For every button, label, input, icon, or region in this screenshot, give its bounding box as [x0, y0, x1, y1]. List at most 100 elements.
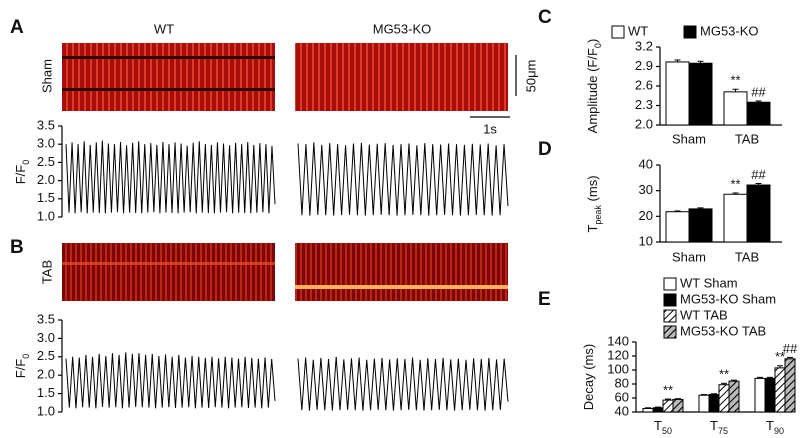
- linescan-image: [295, 243, 508, 301]
- y-axis-label-part: F/F: [13, 165, 28, 185]
- y-axis-label-part: F/F: [13, 359, 28, 379]
- row-label: TAB: [39, 260, 54, 284]
- trace-line: [297, 356, 509, 411]
- bar: [746, 101, 771, 126]
- y-tick-label: 1.5: [37, 190, 55, 205]
- y-tick-label: 2.0: [37, 367, 55, 382]
- x-tick-label: Sham: [672, 131, 706, 146]
- x-tick-label-part: 75: [718, 426, 728, 436]
- x-tick-label: Sham: [672, 249, 706, 264]
- legend-label: WT TAB: [680, 307, 728, 322]
- linescan-image: [295, 285, 508, 289]
- y-tick-label: 2.9: [635, 58, 653, 73]
- linescan-image: [62, 56, 275, 59]
- y-tick-label: 1.0: [37, 403, 55, 418]
- bar: [688, 62, 713, 126]
- legend-swatch: [683, 25, 697, 39]
- bar: [718, 384, 730, 413]
- scale-label: 1s: [483, 121, 497, 136]
- bar: [642, 408, 654, 413]
- bar: [662, 399, 674, 413]
- column-header: WT: [154, 21, 174, 36]
- bar: [698, 394, 710, 413]
- bar: [774, 367, 786, 413]
- y-tick-label: 3.2: [635, 38, 653, 53]
- bar: [652, 407, 664, 413]
- y-axis-label: Decay (ms): [581, 344, 596, 410]
- y-tick-label: 2.0: [635, 116, 653, 131]
- x-tick-label-part: T: [766, 418, 774, 433]
- y-axis-label: F/F0: [13, 160, 31, 185]
- legend-swatch: [663, 277, 677, 291]
- linescan-image: [62, 43, 275, 111]
- legend-swatch: [611, 25, 625, 39]
- y-tick-label: 2.6: [635, 77, 653, 92]
- y-tick-label: 3.5: [37, 117, 55, 132]
- y-axis-label-part: peak: [593, 205, 603, 225]
- y-axis-label: Tpeak (ms): [585, 175, 603, 232]
- bar: [723, 193, 748, 243]
- y-tick-label: 140: [607, 333, 629, 348]
- panel-label: D: [538, 139, 552, 160]
- y-axis-label-part: Decay (ms): [581, 344, 596, 410]
- x-tick-label-part: T: [654, 418, 662, 433]
- y-tick-label: 40: [615, 403, 629, 418]
- bar: [708, 394, 720, 413]
- column-header: MG53-KO: [373, 21, 432, 36]
- bar: [764, 377, 776, 413]
- y-axis-label: F/F0: [13, 354, 31, 379]
- y-tick-label: 3.0: [37, 330, 55, 345]
- significance-label: **: [730, 176, 740, 191]
- panel-label: C: [538, 7, 552, 28]
- y-axis-label-part: ): [585, 39, 600, 43]
- y-tick-label: 100: [607, 361, 629, 376]
- x-tick-label: TAB: [735, 131, 759, 146]
- y-tick-label: 2.0: [37, 172, 55, 187]
- significance-label: **: [663, 382, 673, 397]
- x-tick-label: TAB: [735, 249, 759, 264]
- y-axis-label: Amplitude (F/F0): [585, 39, 603, 134]
- legend-swatch: [663, 325, 677, 339]
- y-tick-label: 1.5: [37, 385, 55, 400]
- scale-label: 50μm: [523, 60, 538, 93]
- legend-label: WT: [628, 23, 648, 38]
- trace-line: [297, 142, 509, 216]
- y-tick-label: 30: [639, 182, 653, 197]
- y-tick-label: 2.3: [635, 97, 653, 112]
- linescan-image: [62, 243, 275, 301]
- y-tick-label: 3.5: [37, 311, 55, 326]
- y-tick-label: 2.5: [37, 348, 55, 363]
- significance-label: **: [775, 349, 785, 364]
- bar: [665, 61, 690, 126]
- panel-label: B: [10, 237, 24, 258]
- y-tick-label: 3.0: [37, 136, 55, 151]
- panel-label: E: [538, 289, 551, 310]
- x-tick-label: T75: [710, 418, 728, 436]
- significance-label: ##: [751, 84, 766, 99]
- significance-label: ##: [783, 341, 798, 356]
- row-label: Sham: [39, 59, 54, 93]
- legend-label: MG53-KO TAB: [680, 323, 766, 338]
- y-axis-label-part: 0: [21, 354, 31, 359]
- y-tick-label: 20: [639, 208, 653, 223]
- x-tick-label-part: 90: [774, 426, 784, 436]
- x-tick-label-part: 50: [662, 426, 672, 436]
- x-tick-label: T90: [766, 418, 784, 436]
- bar: [688, 208, 713, 243]
- bar: [672, 398, 684, 413]
- legend-swatch: [663, 293, 677, 307]
- trace-line: [65, 352, 276, 409]
- bar: [784, 358, 796, 413]
- legend-swatch: [663, 309, 677, 323]
- significance-label: **: [719, 367, 729, 382]
- y-tick-label: 60: [615, 389, 629, 404]
- y-tick-label: 120: [607, 347, 629, 362]
- x-tick-label: T50: [654, 418, 672, 436]
- y-axis-label-part: 0: [593, 43, 603, 48]
- legend-label: WT Sham: [680, 275, 738, 290]
- y-axis-label-part: T: [585, 225, 600, 233]
- bar: [728, 380, 740, 413]
- panel-label: A: [10, 17, 24, 38]
- legend-label: MG53-KO: [700, 23, 759, 38]
